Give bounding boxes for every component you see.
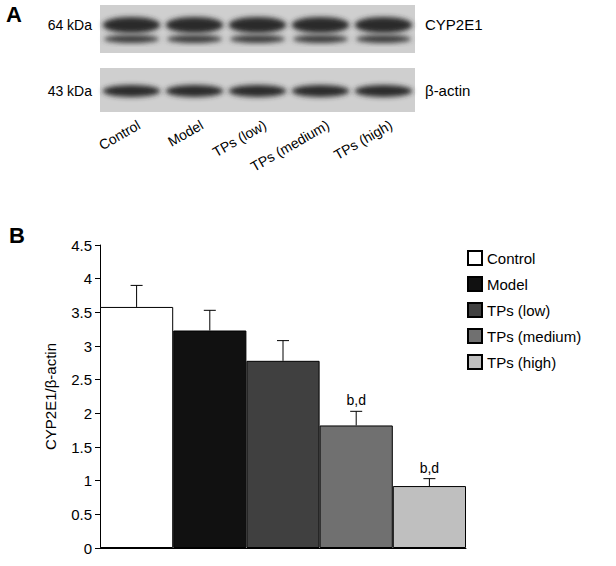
svg-text:2: 2 xyxy=(84,405,92,422)
svg-text:Control: Control xyxy=(96,117,143,153)
svg-text:TPs (medium): TPs (medium) xyxy=(248,117,332,175)
svg-text:A: A xyxy=(6,2,22,27)
svg-text:Model: Model xyxy=(487,276,528,293)
svg-text:TPs (high): TPs (high) xyxy=(487,354,556,371)
svg-text:b,d: b,d xyxy=(420,460,439,476)
svg-text:1: 1 xyxy=(84,472,92,489)
svg-text:0: 0 xyxy=(84,540,92,557)
svg-text:1.5: 1.5 xyxy=(71,439,92,456)
svg-text:0.5: 0.5 xyxy=(71,506,92,523)
svg-text:TPs (low): TPs (low) xyxy=(487,302,550,319)
svg-text:43 kDa: 43 kDa xyxy=(48,83,93,99)
svg-text:B: B xyxy=(9,223,25,248)
svg-text:β-actin: β-actin xyxy=(425,82,470,99)
svg-text:3.5: 3.5 xyxy=(71,304,92,321)
svg-text:2.5: 2.5 xyxy=(71,371,92,388)
svg-text:Model: Model xyxy=(165,117,206,150)
svg-text:4.5: 4.5 xyxy=(71,237,92,254)
svg-text:4: 4 xyxy=(84,270,92,287)
svg-text:Control: Control xyxy=(487,250,535,267)
svg-text:b,d: b,d xyxy=(346,392,365,408)
svg-text:CYP2E1/β-actin: CYP2E1/β-actin xyxy=(42,343,59,450)
svg-text:CYP2E1: CYP2E1 xyxy=(425,16,483,33)
svg-text:TPs (high): TPs (high) xyxy=(331,117,395,163)
svg-text:TPs (low): TPs (low) xyxy=(209,116,269,161)
svg-text:64 kDa: 64 kDa xyxy=(48,17,93,33)
svg-text:3: 3 xyxy=(84,338,92,355)
svg-text:TPs (medium): TPs (medium) xyxy=(487,328,581,345)
